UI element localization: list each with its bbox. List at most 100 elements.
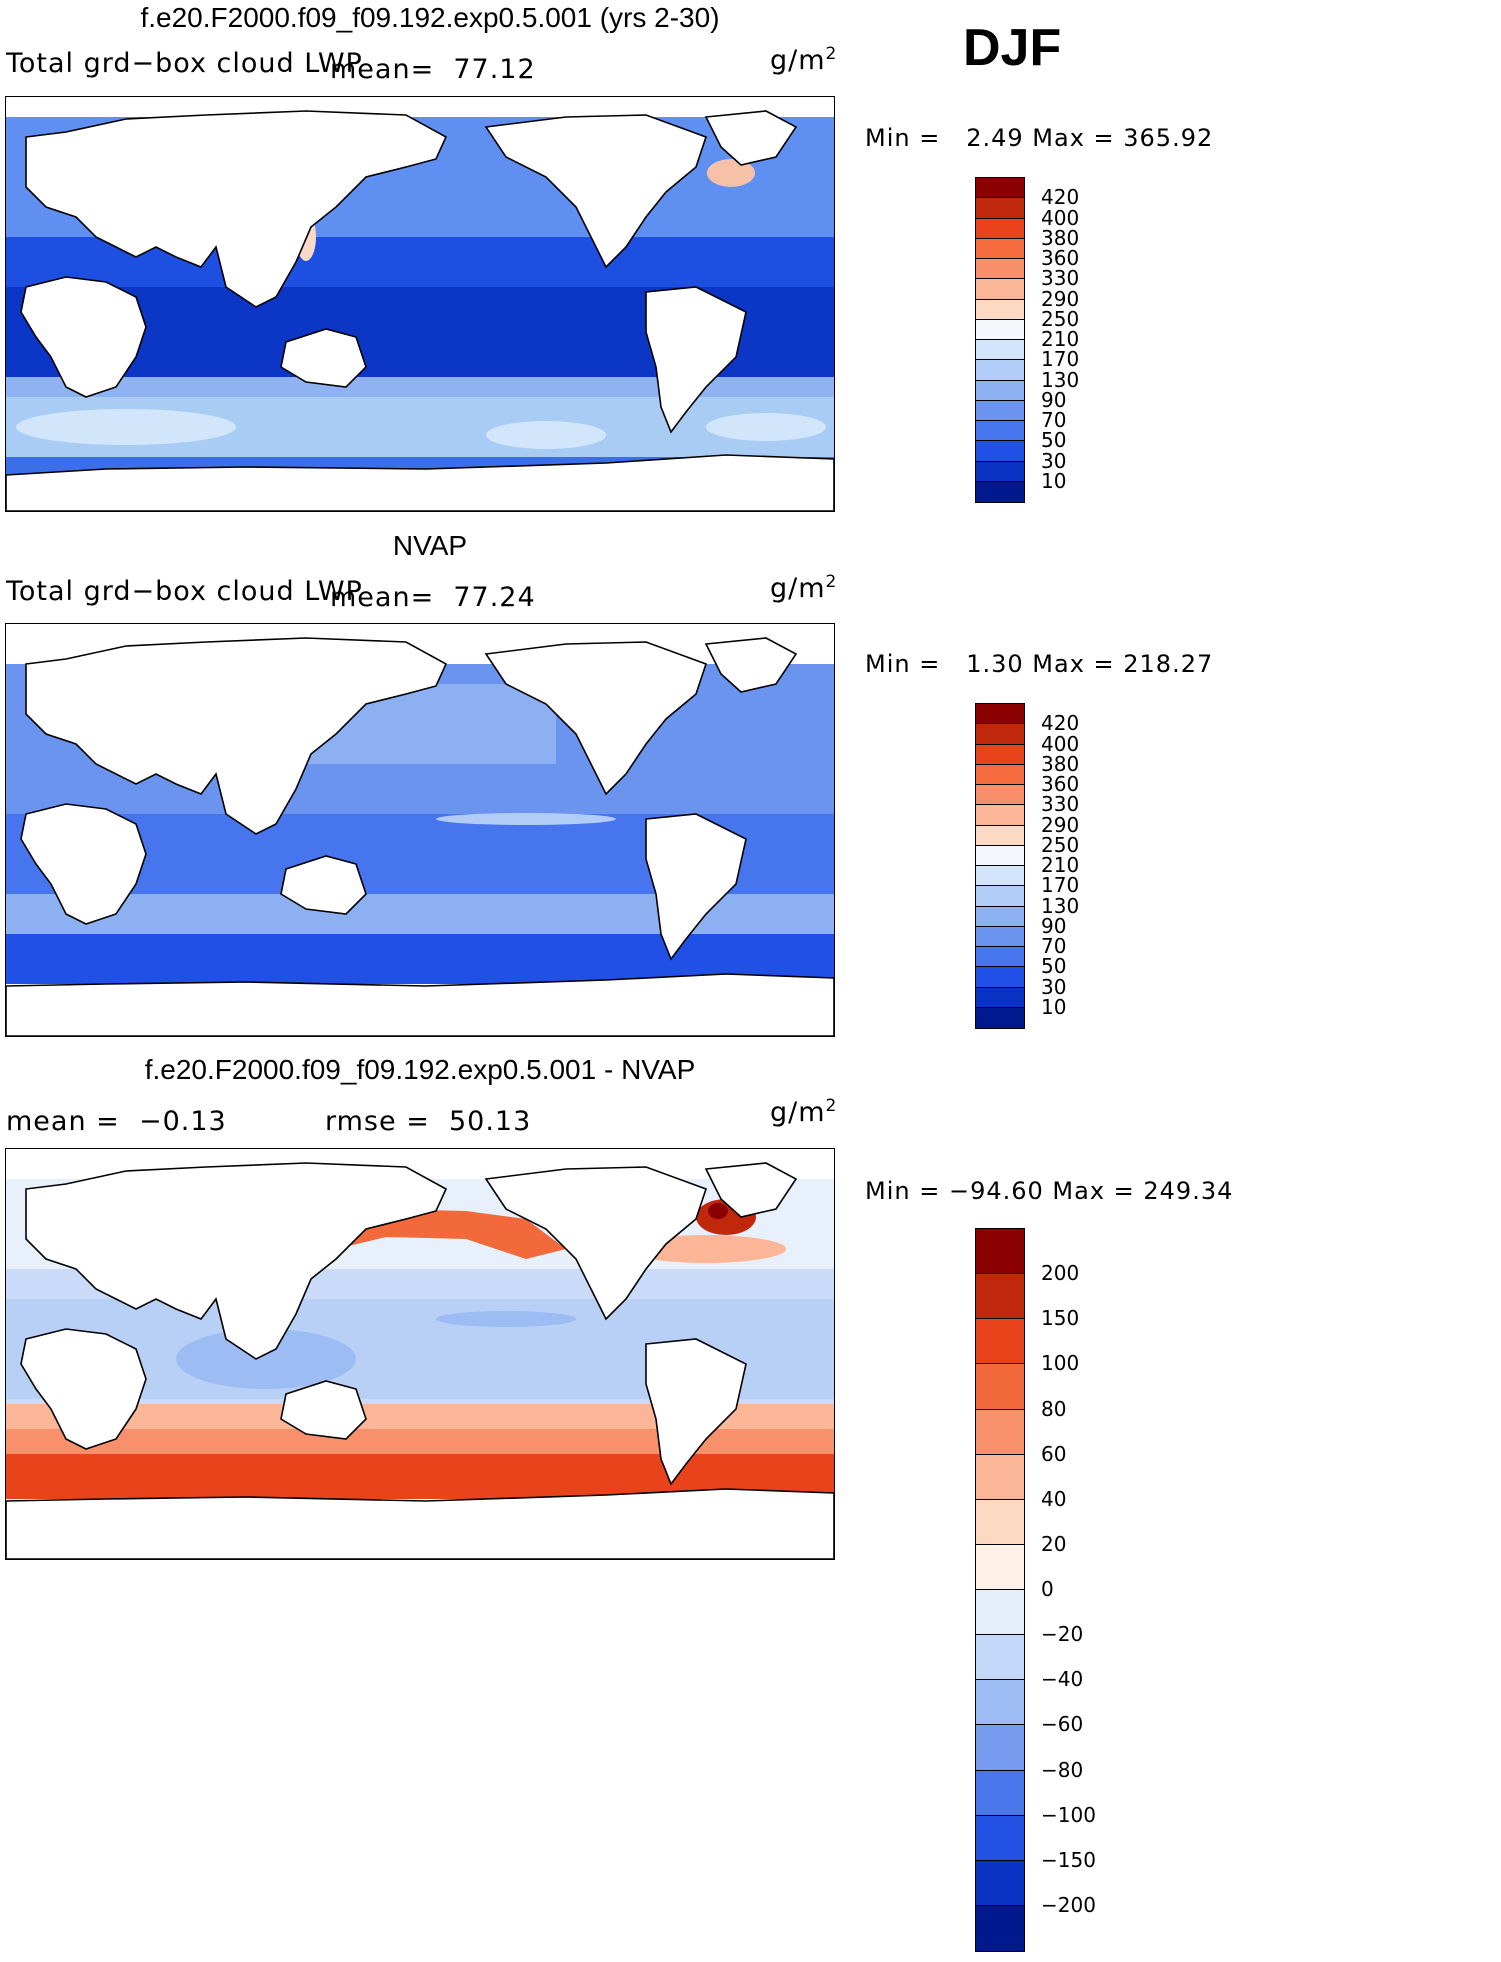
panel2-mean: mean= 77.24 [330, 582, 536, 613]
colorbar-tick-label: −20 [1041, 1622, 1084, 1647]
colorbar-tick-label: −150 [1041, 1847, 1096, 1872]
panel2-units: g/m2 [770, 572, 837, 604]
colorbar-swatch [976, 1229, 1024, 1275]
colorbar-swatch [976, 744, 1024, 765]
panel2-colorbar-labels: 420 400 380 360 330 290 250 210 170 130 90 70 50 30 10 [1041, 703, 1101, 1027]
colorbar-swatch [976, 1725, 1024, 1771]
colorbar-tick-label: 0 [1041, 1577, 1054, 1601]
colorbar-tick-label: 20 [1041, 1531, 1067, 1556]
colorbar-swatch [976, 1319, 1024, 1365]
colorbar-tick-label: 290 [1041, 812, 1080, 837]
colorbar-tick-label: 70 [1041, 934, 1067, 958]
colorbar-swatch [976, 724, 1024, 745]
land-south-america [645, 813, 747, 961]
colorbar-tick-label: 40 [1041, 1486, 1067, 1511]
colorbar-tick-label: 360 [1041, 246, 1080, 270]
colorbar-tick-label: 360 [1041, 772, 1080, 796]
land-greenland [704, 110, 798, 166]
ocean-light-patch [436, 813, 616, 825]
colorbar-tick-label: 210 [1041, 327, 1080, 351]
ocean-blue-patch [436, 1311, 576, 1327]
colorbar-swatch [976, 1544, 1024, 1590]
season-label: DJF [963, 19, 1062, 77]
colorbar-tick-label: 50 [1041, 428, 1067, 453]
panel1-mean: mean= 77.12 [330, 54, 536, 85]
panel3-colorbar [975, 1228, 1025, 1952]
ocean-light-patch [486, 421, 606, 449]
colorbar-swatch [976, 279, 1024, 300]
colorbar-tick-label: 50 [1041, 954, 1067, 979]
land-australia [280, 855, 367, 915]
colorbar-swatch [976, 967, 1024, 988]
panel2-map [5, 623, 835, 1037]
colorbar-tick-label: 380 [1041, 751, 1080, 776]
colorbar-swatch [976, 421, 1024, 442]
colorbar-swatch [976, 1454, 1024, 1500]
ocean-light-patch [16, 409, 236, 445]
panel1-title: f.e20.F2000.f09_f09.192.exp0.5.001 (yrs … [140, 2, 720, 33]
colorbar-tick-label: 380 [1041, 225, 1080, 250]
colorbar-swatch [976, 1409, 1024, 1455]
colorbar-swatch [976, 481, 1024, 502]
units-exponent: 2 [825, 572, 838, 592]
land-masses [6, 110, 834, 511]
colorbar-swatch [976, 845, 1024, 866]
colorbar-tick-label: 60 [1041, 1441, 1067, 1466]
panel1-variable: Total grd−box cloud LWP [6, 48, 363, 79]
panel1-units: g/m2 [770, 44, 837, 76]
colorbar-tick-label: 80 [1041, 1396, 1067, 1421]
colorbar-swatch [976, 1499, 1024, 1545]
panel1-map [5, 96, 835, 512]
colorbar-tick-label: 250 [1041, 832, 1080, 857]
colorbar-tick-label: 150 [1041, 1306, 1080, 1331]
colorbar-swatch [976, 319, 1024, 340]
panel3-map [5, 1148, 835, 1560]
panel1-minmax: Min = 2.49 Max = 365.92 [865, 124, 1214, 152]
colorbar-swatch [976, 704, 1024, 725]
colorbar-tick-label: 290 [1041, 286, 1080, 311]
land-australia [280, 328, 367, 388]
colorbar-tick-label: −40 [1041, 1667, 1084, 1692]
panel1-colorbar [975, 177, 1025, 503]
colorbar-tick-label: 420 [1041, 185, 1080, 210]
colorbar-tick-label: −200 [1041, 1892, 1096, 1917]
colorbar-tick-label: 100 [1041, 1351, 1080, 1376]
colorbar-tick-label: 170 [1041, 347, 1080, 372]
colorbar-swatch [976, 340, 1024, 361]
colorbar-swatch [976, 441, 1024, 462]
panel3-units: g/m2 [770, 1096, 837, 1128]
colorbar-tick-label: 70 [1041, 408, 1067, 432]
panel3-rmse: rmse = 50.13 [325, 1106, 532, 1137]
land-masses [6, 1162, 834, 1559]
colorbar-swatch [976, 825, 1024, 846]
colorbar-tick-label: 130 [1041, 893, 1080, 918]
land-antarctica [6, 973, 834, 1036]
colorbar-tick-label: 200 [1041, 1261, 1080, 1286]
colorbar-tick-label: 250 [1041, 306, 1080, 331]
panel2-title: NVAP [392, 530, 468, 561]
land-north-america [484, 1166, 708, 1321]
colorbar-swatch [976, 1590, 1024, 1636]
panel3-minmax: Min = −94.60 Max = 249.34 [865, 1177, 1234, 1205]
colorbar-tick-label: 130 [1041, 367, 1080, 392]
colorbar-tick-label: 420 [1041, 711, 1080, 736]
colorbar-swatch [976, 866, 1024, 887]
land-masses [6, 637, 834, 1036]
colorbar-swatch [976, 1680, 1024, 1726]
colorbar-swatch [976, 1905, 1024, 1951]
land-south-america [645, 1338, 747, 1486]
panel2-variable: Total grd−box cloud LWP [6, 576, 363, 607]
units-base: g/m [770, 573, 826, 604]
colorbar-swatch [976, 1860, 1024, 1906]
colorbar-swatch [976, 461, 1024, 482]
land-antarctica [6, 454, 834, 511]
colorbar-swatch [976, 400, 1024, 421]
ocean-hotspot [708, 1203, 728, 1219]
colorbar-tick-label: 170 [1041, 873, 1080, 898]
colorbar-swatch [976, 926, 1024, 947]
colorbar-tick-label: 400 [1041, 205, 1080, 230]
colorbar-tick-label: 90 [1041, 913, 1067, 938]
land-antarctica [6, 1488, 834, 1559]
colorbar-swatch [976, 1635, 1024, 1681]
land-eurasia [25, 637, 448, 835]
